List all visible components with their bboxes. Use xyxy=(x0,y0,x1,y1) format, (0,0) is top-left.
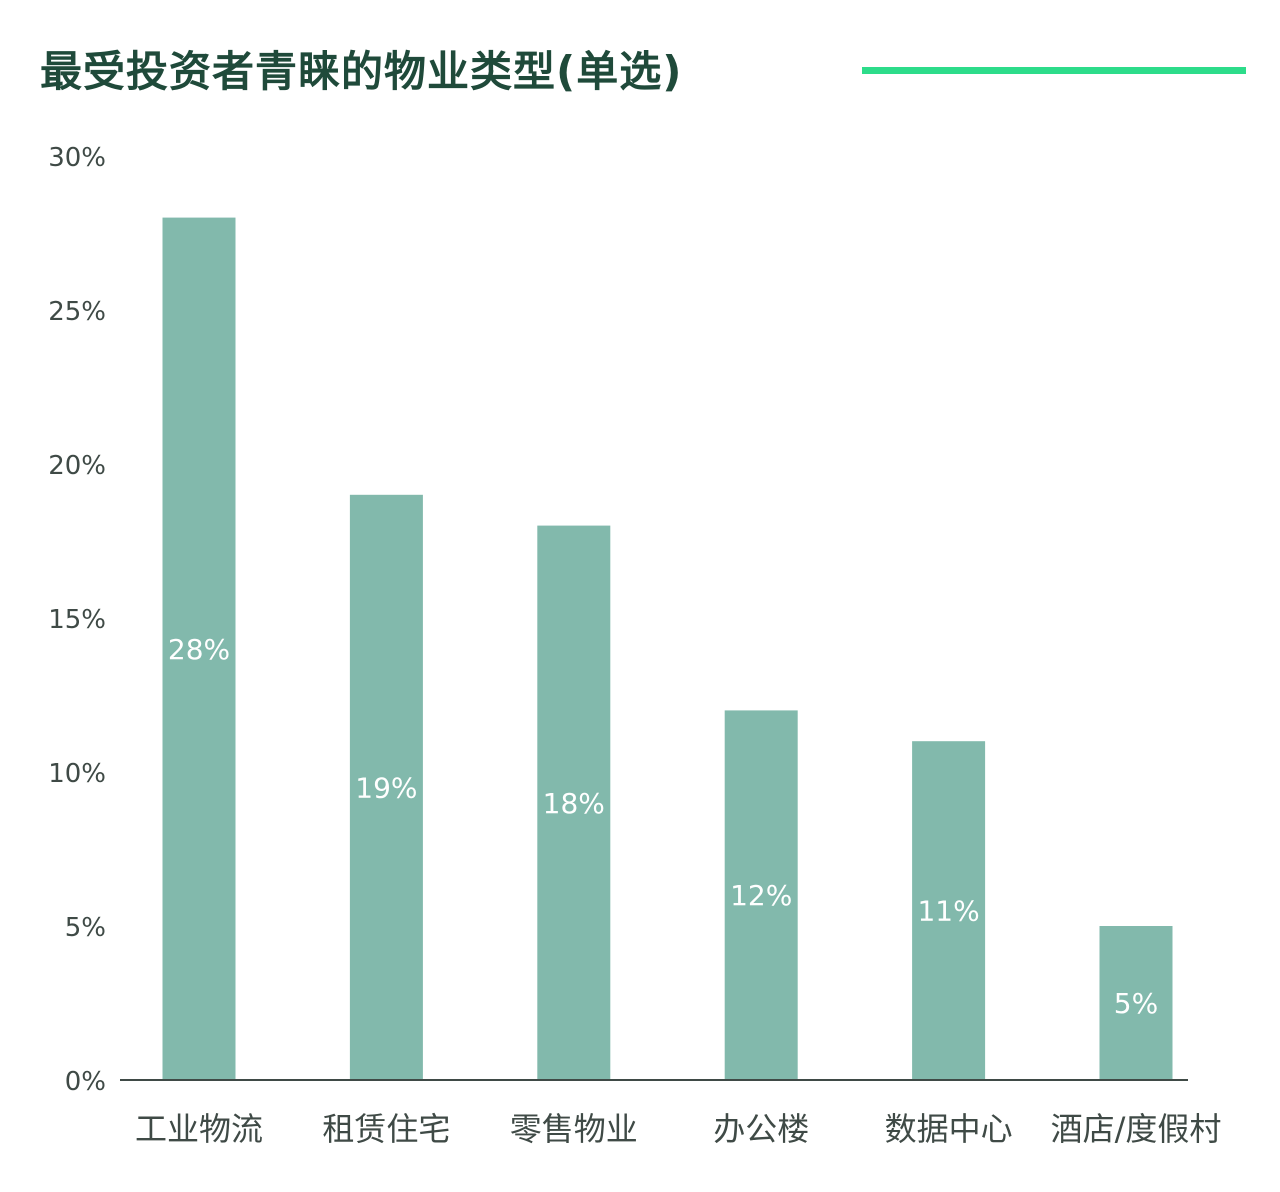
bar-data-label: 5% xyxy=(1114,987,1158,1020)
y-tick-label: 25% xyxy=(48,297,106,327)
bar-data-label: 19% xyxy=(355,771,417,804)
x-category-label: 零售物业 xyxy=(510,1110,638,1148)
bar xyxy=(349,494,423,1080)
bar xyxy=(724,710,798,1080)
y-tick-label: 0% xyxy=(65,1067,106,1097)
y-tick-label: 20% xyxy=(48,451,106,481)
bar xyxy=(1099,926,1173,1080)
y-axis-ticks: 0% 5% 10% 15% 20% 25% 30% xyxy=(48,143,106,1097)
bar xyxy=(537,525,611,1080)
x-category-label: 办公楼 xyxy=(713,1110,809,1148)
bar xyxy=(162,217,236,1081)
y-tick-label: 10% xyxy=(48,759,106,789)
bar-data-label: 28% xyxy=(168,633,230,666)
data-labels-group: 28% 19% 18% 12% 11% 5% xyxy=(168,633,1158,1020)
x-category-label: 工业物流 xyxy=(135,1110,263,1148)
chart-title: 最受投资者青睐的物业类型(单选) xyxy=(40,47,683,96)
y-tick-label: 15% xyxy=(48,605,106,635)
y-tick-label: 30% xyxy=(48,143,106,173)
bar-data-label: 11% xyxy=(917,895,979,928)
x-category-label: 数据中心 xyxy=(885,1110,1013,1148)
bar-data-label: 12% xyxy=(730,879,792,912)
bars-group xyxy=(162,217,1173,1081)
x-category-label: 租赁住宅 xyxy=(322,1110,450,1148)
title-accent-rule xyxy=(862,67,1246,74)
x-category-label: 酒店/度假村 xyxy=(1051,1110,1222,1148)
y-tick-label: 5% xyxy=(65,913,106,943)
bar xyxy=(912,741,986,1080)
bar-data-label: 18% xyxy=(543,787,605,820)
category-labels-group: 工业物流 租赁住宅 零售物业 办公楼 数据中心 酒店/度假村 xyxy=(135,1110,1221,1148)
